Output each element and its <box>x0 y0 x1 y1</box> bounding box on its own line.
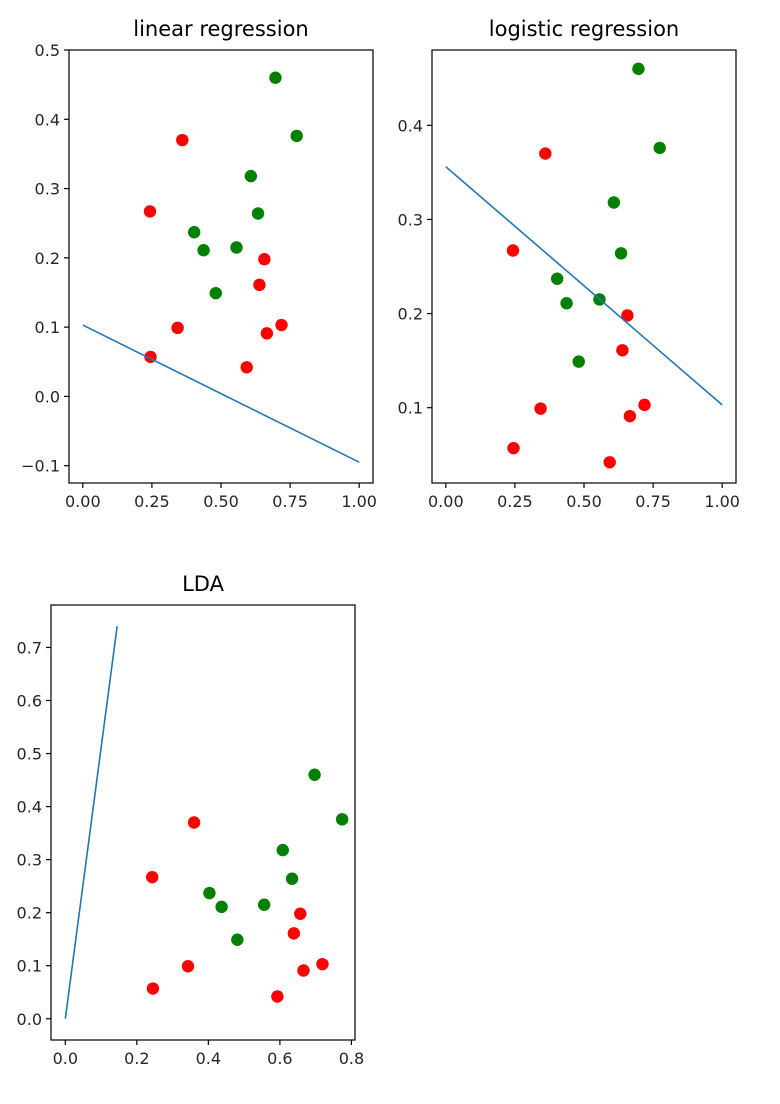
y-tick-label: 0.1 <box>17 957 42 976</box>
point-red-1 <box>534 402 547 415</box>
point-green-3 <box>251 207 265 220</box>
y-tick-label: −0.1 <box>21 457 60 476</box>
point-red-1 <box>171 321 184 335</box>
point-green-7 <box>572 355 585 368</box>
x-tick-label: 0.25 <box>497 492 533 511</box>
y-tick-label: 0.2 <box>398 305 423 324</box>
point-red-6 <box>623 409 637 423</box>
x-tick-label: 0.50 <box>203 492 239 511</box>
point-red-8 <box>271 990 284 1003</box>
x-tick-label: 1.00 <box>704 492 740 511</box>
x-tick-label: 0.0 <box>53 1049 78 1068</box>
point-green-7 <box>209 286 222 300</box>
x-tick-label: 0.50 <box>566 492 602 511</box>
point-green-0 <box>308 768 321 781</box>
point-green-5 <box>550 272 564 285</box>
point-green-4 <box>257 898 271 911</box>
y-tick-label: 0.1 <box>35 318 60 337</box>
y-tick-label: 0.4 <box>35 110 60 129</box>
y-tick-label: 0.5 <box>35 41 60 60</box>
y-tick-label: 0.2 <box>35 249 60 268</box>
chart-title: linear regression <box>133 17 308 41</box>
point-red-7 <box>638 398 651 412</box>
y-tick-label: 0.4 <box>17 798 42 817</box>
point-red-8 <box>240 361 253 374</box>
point-green-4 <box>230 241 243 254</box>
point-red-4 <box>287 927 301 940</box>
x-tick-label: 1.00 <box>341 492 377 511</box>
point-green-6 <box>560 297 573 310</box>
y-tick-label: 0.3 <box>35 180 60 199</box>
decision-line <box>82 324 360 463</box>
point-red-0 <box>146 870 159 884</box>
point-green-1 <box>653 141 666 155</box>
point-red-3 <box>507 441 520 455</box>
y-tick-label: 0.0 <box>35 387 60 406</box>
y-tick-label: 0.7 <box>17 638 42 657</box>
y-tick-label: 0.6 <box>17 691 42 710</box>
point-red-3 <box>146 982 160 995</box>
y-tick-label: 0.1 <box>398 399 423 418</box>
point-red-5 <box>258 253 271 266</box>
point-red-4 <box>253 278 266 292</box>
point-green-3 <box>285 872 299 885</box>
plot-frame <box>431 49 737 484</box>
panel-logistic-regression: logistic regression 0.00 0.25 0.50 0.75 1.00 0… <box>398 17 740 511</box>
point-red-0 <box>143 205 157 218</box>
point-red-5 <box>294 907 307 920</box>
point-green-5 <box>203 886 216 900</box>
plot-frame <box>50 604 356 1041</box>
y-tick-label: 0.2 <box>17 904 42 923</box>
point-red-7 <box>275 318 288 332</box>
x-tick-label: 0.00 <box>65 492 101 511</box>
point-red-2 <box>187 816 201 829</box>
x-tick-label: 0.75 <box>272 492 308 511</box>
y-tick-label: 0.5 <box>17 745 42 764</box>
x-tick-label: 0.75 <box>635 492 671 511</box>
x-tick-label: 0.2 <box>124 1049 149 1068</box>
x-tick-label: 0.6 <box>267 1049 292 1068</box>
y-tick-label: 0.4 <box>398 116 423 135</box>
point-red-6 <box>297 964 310 977</box>
y-tick-label: 0.3 <box>17 851 42 870</box>
point-red-1 <box>181 960 195 973</box>
x-tick-label: 0.4 <box>196 1049 221 1068</box>
point-red-2 <box>539 147 552 160</box>
point-green-0 <box>632 62 645 76</box>
chart-title: LDA <box>182 572 225 596</box>
point-green-1 <box>290 129 303 143</box>
decision-line <box>445 166 723 406</box>
plot-frame <box>68 49 374 484</box>
decision-line <box>64 626 118 1019</box>
x-tick-label: 0.25 <box>134 492 170 511</box>
point-red-0 <box>506 244 520 257</box>
point-green-3 <box>614 247 628 260</box>
point-red-4 <box>616 344 629 357</box>
x-tick-label: 0.00 <box>428 492 464 511</box>
point-green-7 <box>231 933 244 946</box>
point-red-7 <box>316 957 329 971</box>
panel-lda: LDA 0.0 0.2 0.4 0.6 0.8 0.0 0.1 0.2 0.3 0.4 0.5 0.6 0… <box>17 572 365 1068</box>
x-tick-label: 0.8 <box>339 1049 364 1068</box>
panel-linear-regression: linear regression 0.00 0.25 0.50 0.75 1.00 −0.… <box>21 17 377 511</box>
chart-title: logistic regression <box>489 17 679 41</box>
point-green-6 <box>197 244 210 257</box>
point-red-8 <box>603 456 616 469</box>
point-green-2 <box>244 169 258 183</box>
point-green-1 <box>335 813 349 826</box>
point-green-0 <box>269 71 282 84</box>
point-green-6 <box>215 900 228 914</box>
point-red-6 <box>260 327 274 340</box>
point-red-5 <box>621 309 634 322</box>
y-tick-label: 0.3 <box>398 210 423 229</box>
y-tick-label: 0.0 <box>17 1010 42 1029</box>
point-green-2 <box>276 843 289 857</box>
point-red-2 <box>176 133 189 147</box>
point-green-5 <box>187 226 201 239</box>
point-green-2 <box>607 196 621 209</box>
